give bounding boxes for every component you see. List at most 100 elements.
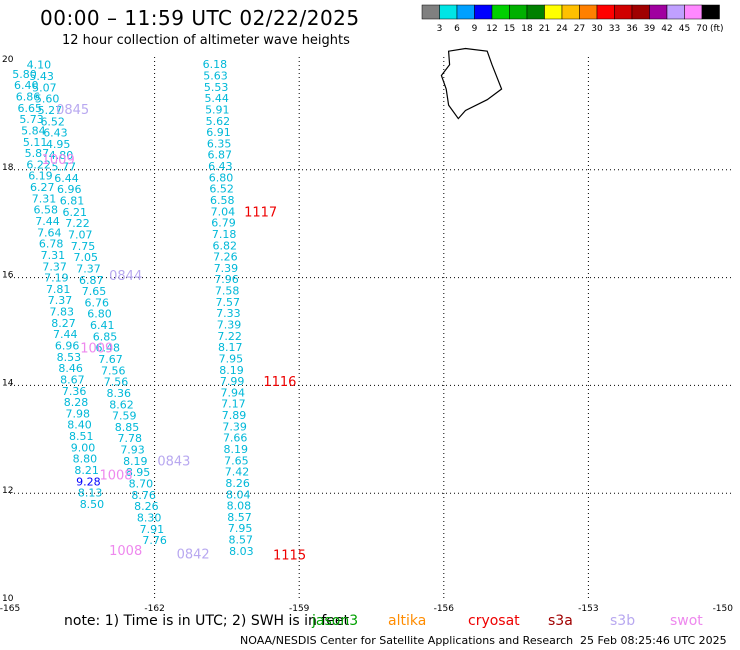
- wave-height-label: 8.17: [218, 341, 243, 354]
- pass-time-label: 0843: [157, 454, 190, 469]
- wave-height-label: 6.81: [60, 195, 85, 208]
- wave-height-label: 6.21: [62, 206, 87, 219]
- wave-height-label: 8.51: [69, 430, 94, 443]
- wave-height-label: 7.65: [224, 454, 249, 467]
- wave-height-label: 8.62: [109, 398, 134, 411]
- wave-height-label: 6.48: [96, 342, 121, 355]
- lat-tick-label: 14: [2, 378, 14, 388]
- wave-height-label: 8.04: [226, 488, 251, 501]
- wave-height-label: 7.44: [53, 328, 78, 341]
- wave-height-label: 6.87: [79, 274, 104, 287]
- wave-height-label: 6.44: [54, 172, 79, 185]
- wave-height-label: 6.58: [34, 204, 59, 217]
- color-scale-legend: 3 6 9 12 15 18 21 24 27 30 33 36 39 42 45 70 (ft): [421, 4, 724, 34]
- hawaii-island-outline: [440, 47, 503, 120]
- pass-time-label: 1117: [244, 205, 277, 220]
- wave-height-label: 8.26: [225, 477, 250, 490]
- wave-height-label: 6.86: [16, 90, 41, 103]
- color-scale-tick-label: 39: [644, 24, 656, 34]
- wave-height-label: 6.27: [30, 181, 55, 194]
- wave-height-label: 8.36: [107, 387, 132, 400]
- wave-height-label: 6.87: [208, 149, 233, 162]
- lon-tick-label: -159: [289, 604, 310, 614]
- satellite-legend-swot: swot: [670, 613, 703, 629]
- map-title: 00:00 – 11:59 UTC 02/22/2025: [40, 6, 360, 30]
- wave-height-label: 5.53: [204, 81, 229, 94]
- color-scale-tick-label: 36: [626, 24, 638, 34]
- wave-height-label: 7.95: [219, 352, 244, 365]
- color-scale-unit: (ft): [710, 24, 724, 34]
- wave-height-label: 7.95: [228, 522, 253, 535]
- footer-note: note: 1) Time is in UTC; 2) SWH is in fe…: [64, 613, 350, 629]
- wave-height-label: 5.07: [32, 81, 57, 94]
- wave-height-label: 8.28: [64, 396, 89, 409]
- wave-height-label: 8.19: [224, 443, 249, 456]
- wave-height-label: 5.62: [206, 115, 231, 128]
- satellite-legend-cryosat: cryosat: [468, 613, 520, 629]
- wave-height-label: 6.80: [87, 308, 112, 321]
- pass-time-label: 1115: [273, 549, 306, 564]
- wave-height-label: 7.58: [215, 285, 240, 298]
- generated-timestamp: 25 Feb 08:25:46 UTC 2025: [580, 634, 727, 647]
- wave-height-label: 6.43: [208, 160, 233, 173]
- wave-height-label: 7.65: [82, 285, 107, 298]
- wave-height-label: 6.19: [28, 170, 53, 183]
- satellite-legend-s3b: s3b: [610, 613, 636, 629]
- wave-height-label: 7.99: [220, 375, 245, 388]
- wave-height-label: 6.85: [93, 330, 118, 343]
- wave-height-label: 7.07: [68, 228, 93, 241]
- wave-height-label: 5.63: [203, 69, 228, 82]
- wave-height-label: 4.10: [27, 59, 52, 72]
- wave-height-label: 8.19: [219, 364, 244, 377]
- wave-height-label: 7.37: [76, 262, 101, 275]
- wave-height-label: 6.78: [39, 238, 64, 251]
- wave-height-label: 4.80: [49, 149, 74, 162]
- wave-height-label: 6.96: [55, 340, 80, 353]
- wave-height-label: 7.56: [101, 364, 126, 377]
- pass-time-label: 1009: [42, 153, 75, 168]
- wave-height-label: 7.39: [217, 318, 242, 331]
- wave-height-label: 7.37: [42, 260, 67, 273]
- wave-height-label: 5.80: [12, 68, 37, 81]
- satellite-legend-s3a: s3a: [548, 613, 573, 629]
- pass-time-label: 1009: [80, 342, 113, 357]
- wave-height-label: 6.43: [43, 127, 68, 140]
- wave-height-label: 7.19: [44, 272, 69, 285]
- wave-height-label: 7.44: [35, 215, 60, 228]
- lat-tick-label: 10: [2, 594, 14, 604]
- wave-height-label: 8.67: [60, 373, 85, 386]
- wave-height-label: 7.36: [62, 385, 87, 398]
- wave-height-label: 8.08: [227, 500, 252, 513]
- wave-height-label: 7.22: [65, 217, 90, 230]
- wave-height-label: 7.67: [98, 353, 123, 366]
- pass-time-label: 1116: [263, 375, 296, 390]
- wave-height-label: 7.31: [41, 249, 66, 262]
- wave-height-label: 5.44: [204, 92, 229, 105]
- wave-height-label: 7.42: [225, 466, 250, 479]
- pass-time-label: 0844: [109, 269, 142, 284]
- wave-height-label: 8.80: [73, 453, 98, 466]
- wave-height-label: 8.13: [78, 487, 103, 500]
- wave-height-label: 8.53: [57, 351, 82, 364]
- wave-height-label: 6.52: [40, 115, 65, 128]
- wave-height-label: 5.77: [51, 161, 76, 174]
- wave-height-label: 7.76: [142, 534, 167, 547]
- color-swatch: [701, 4, 720, 20]
- color-scale-tick-label: 12: [486, 24, 497, 34]
- wave-height-label: 7.89: [222, 409, 247, 422]
- wave-height-label: 8.40: [67, 419, 92, 432]
- wave-height-label: 6.41: [90, 319, 115, 332]
- wave-height-label: 6.58: [210, 194, 235, 207]
- wave-height-label: 7.18: [212, 228, 237, 241]
- wave-height-label: 7.98: [65, 407, 90, 420]
- credit-line: NOAA/NESDIS Center for Satellite Applica…: [240, 634, 574, 647]
- wave-height-label: 7.81: [46, 283, 71, 296]
- wave-height-label: 6.80: [209, 171, 234, 184]
- wave-height-label: 6.79: [211, 217, 236, 230]
- satellite-legend-jason3: jason3: [312, 613, 359, 629]
- wave-height-label: 5.11: [23, 136, 48, 149]
- lon-tick-label: -153: [578, 604, 598, 614]
- lat-tick-label: 18: [2, 163, 14, 173]
- color-scale-tick-label: 42: [661, 24, 672, 34]
